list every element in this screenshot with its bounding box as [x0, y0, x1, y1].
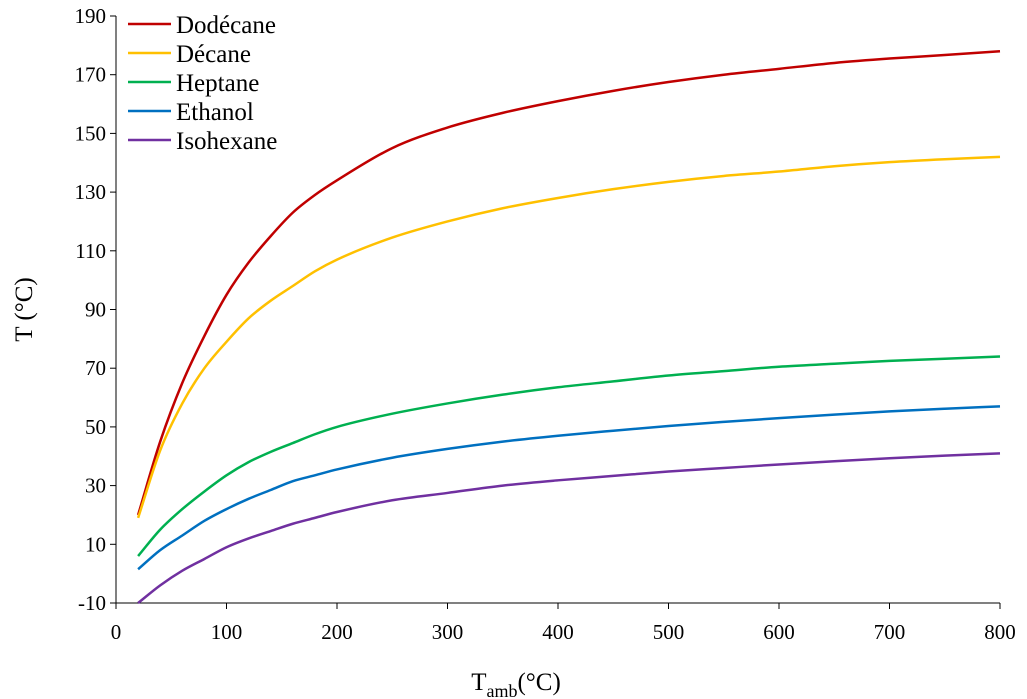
y-tick-label: 30	[85, 474, 106, 498]
y-tick-label: -10	[78, 591, 106, 615]
series-lines	[136, 49, 1001, 604]
y-tick-label: 90	[85, 298, 106, 322]
x-tick-label: 600	[763, 620, 795, 644]
y-tick-label: 170	[75, 63, 107, 87]
x-tick-label: 500	[653, 620, 685, 644]
y-tick-label: 10	[85, 532, 106, 556]
series-line-0	[136, 49, 1001, 516]
x-tick-label: 0	[111, 620, 122, 644]
series-line-2	[137, 355, 1001, 557]
y-tick-label: 150	[75, 121, 107, 145]
y-tick-label: 190	[75, 4, 107, 28]
x-axis-title-unit: (°C)	[517, 669, 560, 696]
legend-label: Ethanol	[176, 99, 254, 126]
x-tick-label: 800	[984, 620, 1016, 644]
x-tick-label: 400	[542, 620, 574, 644]
legend-label: Heptane	[176, 70, 259, 97]
x-tick-label: 100	[211, 620, 243, 644]
series-line-3	[137, 405, 1001, 571]
y-tick-label: 110	[75, 239, 106, 263]
y-tick-label: 50	[85, 415, 106, 439]
y-axis-title: T (°C)	[11, 277, 38, 341]
y-ticks: -10 10 30 50 70 90 110 130 150 170 190	[75, 4, 116, 615]
x-tick-label: 300	[432, 620, 464, 644]
series-line-4	[137, 452, 1001, 604]
x-tick-label: 700	[874, 620, 906, 644]
x-tick-label: 200	[321, 620, 353, 644]
x-axis-title-sub: amb	[486, 681, 517, 699]
legend-label: Décane	[176, 41, 251, 68]
series-line-1	[136, 155, 1001, 519]
legend-label: Dodécane	[176, 12, 276, 39]
x-ticks: 0 100 200 300 400 500 600 700 800	[111, 603, 1016, 644]
y-tick-label: 130	[75, 180, 107, 204]
legend-label: Isohexane	[176, 128, 277, 155]
y-tick-label: 70	[85, 356, 106, 380]
x-axis-title: Tamb(°C)	[471, 669, 561, 699]
x-axis-title-main: T	[471, 669, 486, 696]
